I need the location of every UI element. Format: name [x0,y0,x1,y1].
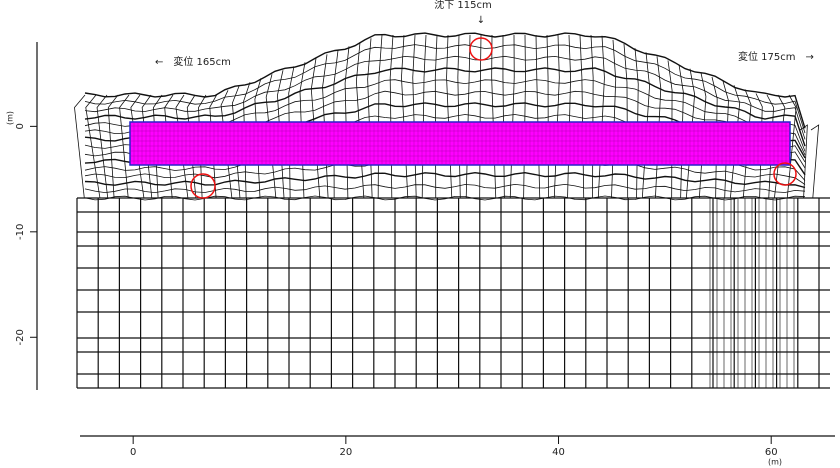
mesh-line [766,94,774,199]
highlight-circle [773,162,797,186]
mesh-line [729,85,741,199]
mesh-line [412,34,417,199]
mesh-line [74,94,86,199]
x-tick-label: 60 [765,447,778,458]
mesh-line [810,124,820,199]
mesh-line [590,34,594,199]
y-tick-label: -20 [15,329,26,345]
y-tick-label: -10 [15,224,26,240]
mesh-line [153,94,163,199]
embankment-layer [129,121,791,166]
mesh-line [799,124,808,199]
mesh-line [164,94,174,199]
mesh-line [84,32,806,129]
x-tick-label: 20 [339,447,352,458]
mesh-line [186,94,197,199]
mesh-line [220,90,233,199]
y-tick-label: 0 [15,123,26,129]
mesh-line [553,34,560,199]
mesh-line [84,171,806,189]
highlight-circle [190,173,216,199]
settlement-label: 沈下 115cm [434,0,492,11]
mesh-line [546,34,549,199]
mesh-line [85,94,101,199]
displacement-right-label: 変位 175cm → [738,50,814,63]
mesh-line [786,94,797,199]
arrow: ↓ [477,15,485,26]
mesh-line [96,94,109,199]
mesh-line [491,34,497,199]
mesh-line [84,55,806,140]
mesh-line [523,34,526,199]
mesh-line [84,44,806,134]
y-axis-label: (m) [6,111,15,125]
mesh-line [231,86,241,199]
mesh-line [130,94,145,199]
x-tick-label: 40 [552,447,565,458]
mesh-line [119,94,130,199]
deformed-mesh [36,32,835,437]
mesh-line [446,34,453,199]
mesh-line [198,94,207,199]
mesh-line [502,34,505,199]
mesh-line [535,34,541,199]
mesh-line [209,94,218,199]
mesh-line [141,94,153,199]
displacement-left-label: ← 変位 165cm [155,55,231,68]
mesh-line [355,42,365,199]
highlight-circle [469,37,493,61]
x-axis-label: (m) [768,458,782,467]
mesh-line [742,89,752,199]
mesh-line [755,93,763,199]
mesh-line [774,94,786,199]
mesh-line [175,94,189,199]
mesh-line [84,67,806,147]
mesh-line [84,183,806,194]
mesh-line [457,34,461,199]
mesh-line [107,94,119,199]
x-tick-label: 0 [130,447,136,458]
